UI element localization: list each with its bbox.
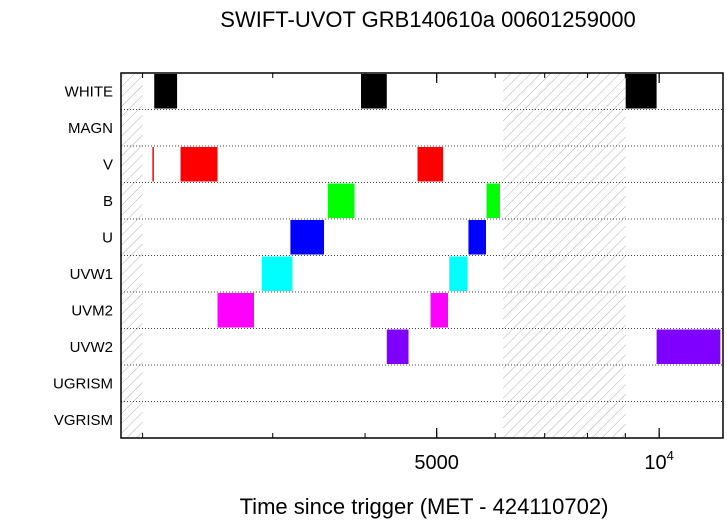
plot-frame bbox=[120, 72, 724, 439]
exposure-bar-uvw2 bbox=[656, 329, 721, 364]
exposure-bar-white bbox=[361, 74, 387, 109]
y-tick-label-magn: MAGN bbox=[68, 120, 113, 137]
exposure-bar-uvm2 bbox=[430, 293, 449, 328]
x-axis-label: Time since trigger (MET - 424110702) bbox=[240, 494, 609, 519]
y-tick-label-uvm2: UVM2 bbox=[71, 302, 113, 319]
y-tick-label-uvw2: UVW2 bbox=[70, 339, 113, 356]
exposure-bar-white bbox=[625, 74, 657, 109]
y-tick-label-vgrism: VGRISM bbox=[54, 412, 113, 429]
y-tick-label-ugrism: UGRISM bbox=[53, 375, 113, 392]
y-tick-label-uvw1: UVW1 bbox=[70, 266, 113, 283]
exposure-bar-white bbox=[154, 74, 178, 109]
exposure-bar-u bbox=[290, 220, 325, 255]
exposure-bar-uvw1 bbox=[261, 256, 293, 291]
exposure-bar-uvw2 bbox=[386, 329, 409, 364]
x-tick-label-0: 5000 bbox=[414, 452, 459, 474]
exposure-bar-v bbox=[417, 147, 444, 182]
exposure-bar-u bbox=[468, 220, 486, 255]
y-tick-label-v: V bbox=[103, 156, 113, 173]
x-tick-label-1: 104 bbox=[644, 448, 673, 474]
exposure-bar-v bbox=[152, 147, 154, 182]
exposure-bar-v bbox=[180, 147, 218, 182]
y-tick-label-b: B bbox=[103, 193, 113, 210]
chart-title: SWIFT-UVOT GRB140610a 00601259000 bbox=[220, 7, 635, 32]
exposure-bar-uvm2 bbox=[217, 293, 254, 328]
y-tick-label-white: WHITE bbox=[65, 83, 113, 100]
exposure-bar-b bbox=[486, 183, 500, 218]
exposure-bar-b bbox=[327, 183, 355, 218]
hatched-region-0 bbox=[121, 73, 143, 438]
exposure-bar-uvw1 bbox=[449, 256, 468, 291]
y-tick-label-u: U bbox=[102, 229, 113, 246]
